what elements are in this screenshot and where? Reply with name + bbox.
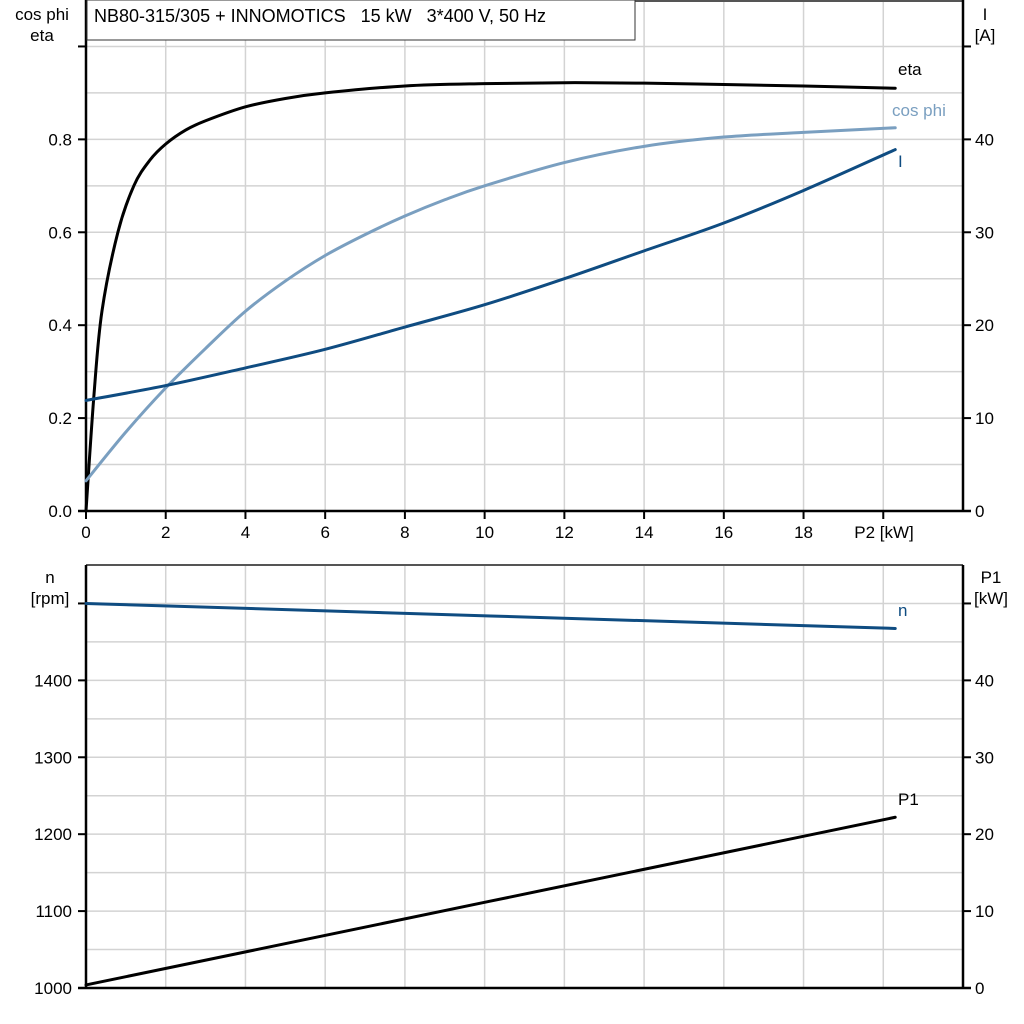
x-tick-label: 2 [161,523,170,542]
x-tick-label: 10 [475,523,494,542]
series-label-i: I [898,152,903,171]
left-tick-label: 0.4 [48,316,72,335]
curve-cos-phi [84,126,897,483]
right-tick-label: 40 [975,671,994,690]
series-label-n: n [898,601,907,620]
left-tick-label: 1100 [35,902,72,921]
right-tick-label: 10 [975,409,994,428]
top-right-axis-label-2: [A] [975,26,996,45]
x-tick-label: 0 [81,523,90,542]
left-tick-label: 1300 [34,748,72,767]
bottom-right-axis-label-2: [kW] [974,589,1008,608]
x-tick-label: 16 [714,523,733,542]
ticks: 0 2 4 6 8 10 12 14 16 18 0.0 0.2 0.4 0.6 0.8 0 10 20 30 40 1… [34,45,994,998]
x-axis-label: P2 [kW] [854,523,914,542]
series-label-p1: P1 [898,790,919,809]
x-tick-label: 14 [635,523,654,542]
right-tick-label: 0 [975,502,984,521]
left-tick-label: 1200 [34,825,72,844]
series-label-cos-phi: cos phi [892,101,946,120]
x-tick-label: 6 [320,523,329,542]
right-tick-label: 30 [975,223,994,242]
x-tick-label: 18 [794,523,813,542]
bottom-left-axis-label-1: n [45,568,54,587]
right-tick-label: 0 [975,979,984,998]
x-tick-label: 12 [555,523,574,542]
x-tick-label: 8 [400,523,409,542]
curve-p1 [84,815,897,987]
chart-title: NB80-315/305 + INNOMOTICS 15 kW 3*400 V,… [94,6,546,26]
bottom-left-axis-label-2: [rpm] [31,589,70,608]
right-tick-label: 40 [975,130,994,149]
top-left-axis-label-2: eta [30,26,54,45]
bottom-right-axis-label-1: P1 [981,568,1002,587]
x-tick-label: 4 [241,523,250,542]
title-box [86,0,636,41]
top-grid [86,0,963,511]
curve-eta [84,81,897,513]
curve-n [84,601,897,630]
left-tick-label: 0.0 [48,502,72,521]
top-left-axis-label-1: cos phi [15,5,69,24]
bottom-grid [86,565,963,988]
right-tick-label: 20 [975,825,994,844]
left-tick-label: 0.8 [48,130,72,149]
curve-i [84,148,897,402]
right-tick-label: 10 [975,902,994,921]
series-label-eta: eta [898,60,922,79]
left-tick-label: 0.2 [48,409,72,428]
right-tick-label: 20 [975,316,994,335]
left-tick-label: 1000 [34,979,72,998]
top-right-axis-label-1: I [983,5,988,24]
curves [84,81,897,987]
left-tick-label: 0.6 [48,223,72,242]
right-tick-label: 30 [975,748,994,767]
left-tick-label: 1400 [34,671,72,690]
